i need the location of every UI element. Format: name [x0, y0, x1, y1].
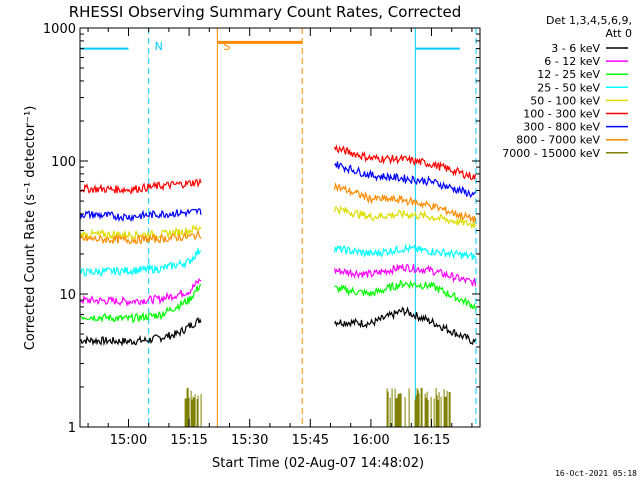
legend-label-9: 7000 - 15000 keV — [502, 147, 600, 160]
y-tick-label-3: 1000 — [43, 22, 76, 37]
legend-label-8: 800 - 7000 keV — [516, 134, 600, 147]
y-tick-label-0: 1 — [68, 421, 76, 436]
legend-label-2: 6 - 12 keV — [544, 55, 600, 68]
y-axis-label: Corrected Count Rate (s⁻¹ detector⁻¹) — [23, 106, 38, 351]
legend-header-1: Att 0 — [606, 27, 632, 40]
series-1-segment-2 — [333, 306, 477, 346]
series-3-segment-2 — [334, 279, 477, 310]
legend-label-7: 300 - 800 keV — [523, 121, 600, 134]
plot-frame — [79, 27, 481, 428]
legend-label-6: 100 - 300 keV — [523, 108, 600, 121]
axes: 1 10 100 1000 15:00 15:15 15:30 15:45 16:00 16:15 — [43, 22, 481, 448]
series-3-segment-1 — [79, 283, 202, 324]
series-9-segment-2 — [386, 387, 451, 427]
series-1-segment-1 — [79, 317, 202, 347]
legend-label-5: 50 - 100 keV — [530, 94, 600, 107]
series-2-segment-1 — [79, 277, 202, 308]
series-6-segment-1 — [79, 177, 202, 195]
legend-label-4: 25 - 50 keV — [537, 81, 600, 94]
series-8-segment-1 — [79, 228, 202, 245]
series-2-segment-2 — [333, 263, 477, 287]
y-tick-label-2: 100 — [51, 155, 76, 170]
series-8-segment-2 — [333, 182, 477, 223]
footer-timestamp: 16-Oct-2021 05:18 — [555, 469, 637, 478]
annotation-N: N — [155, 40, 163, 53]
x-tick-label-5: 16:15 — [413, 433, 450, 448]
x-tick-label-3: 15:45 — [292, 433, 329, 448]
legend-header-0: Det 1,3,4,5,6,9, — [546, 14, 632, 27]
legend-label-3: 12 - 25 keV — [537, 68, 600, 81]
series-4-segment-1 — [79, 248, 202, 277]
x-tick-label-1: 15:15 — [170, 433, 207, 448]
series-7-segment-1 — [79, 208, 202, 223]
chart-title: RHESSI Observing Summary Count Rates, Co… — [69, 3, 462, 21]
legend-label-1: 3 - 6 keV — [551, 42, 600, 55]
x-tick-label-4: 16:00 — [352, 433, 389, 448]
series-4-segment-2 — [333, 243, 477, 260]
series-7-segment-2 — [334, 161, 476, 198]
series-9-segment-1 — [184, 387, 202, 427]
y-tick-label-1: 10 — [59, 288, 76, 303]
annotation-S: S — [223, 40, 230, 53]
x-tick-label-2: 15:30 — [231, 433, 268, 448]
series-6-segment-2 — [333, 144, 477, 181]
x-axis-label: Start Time (02-Aug-07 14:48:02) — [212, 456, 424, 471]
x-tick-label-0: 15:00 — [110, 433, 147, 448]
series-5-segment-1 — [79, 224, 202, 240]
series-5-segment-2 — [333, 205, 477, 229]
